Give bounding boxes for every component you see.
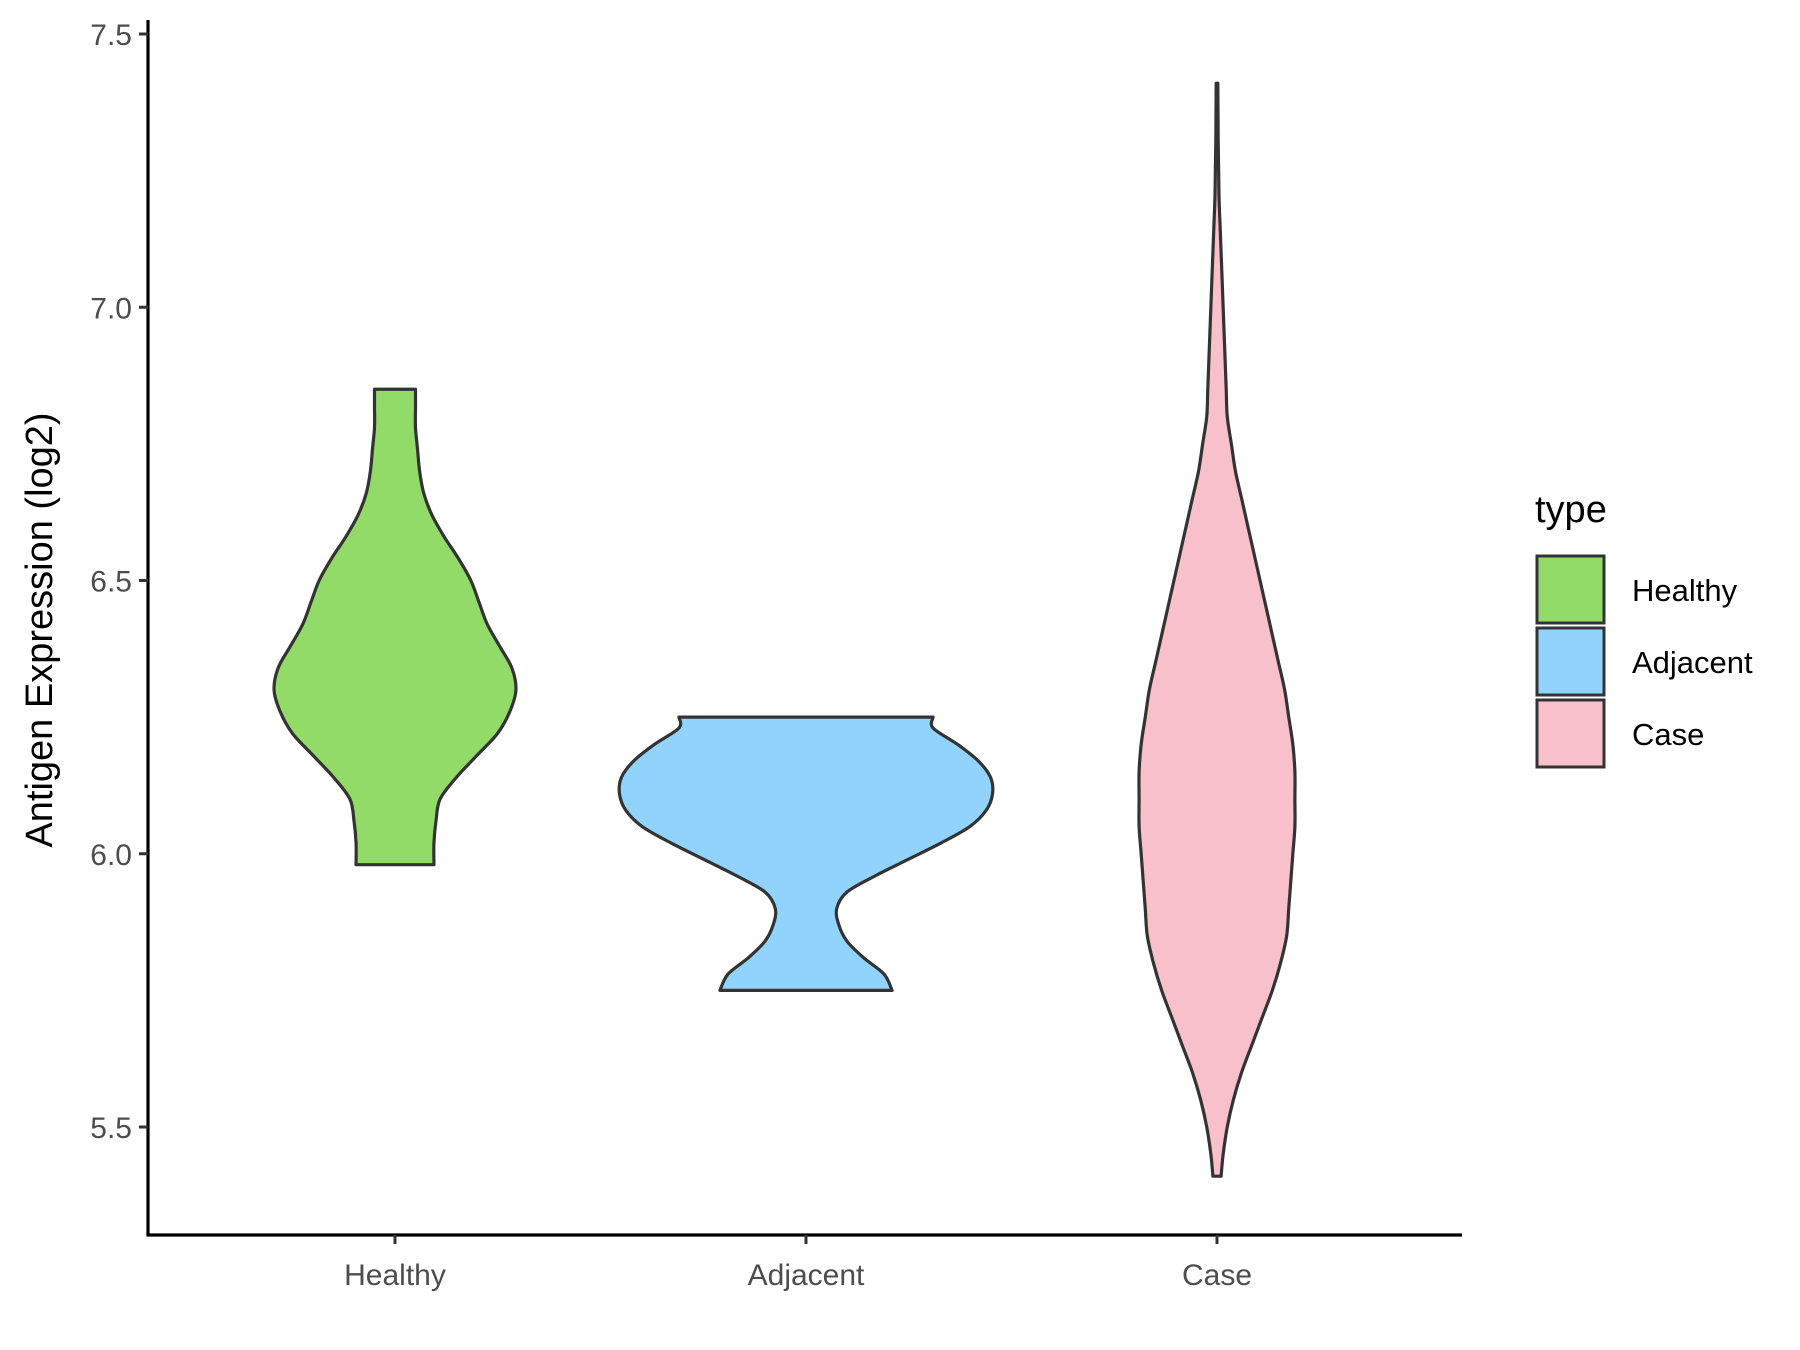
y-axis-title: Antigen Expression (log2) [19,412,61,847]
y-axis: 5.5 6.0 6.5 7.0 7.5 [90,19,150,1235]
violin-healthy [272,387,518,867]
y-tick-label: 6.0 [90,839,132,872]
x-tick-label: Adjacent [748,1259,865,1292]
legend-label-case: Case [1632,717,1704,752]
violins-layer [272,81,1297,1178]
legend-key-adjacent [1535,626,1606,697]
y-tick-label: 7.5 [90,19,132,52]
legend-key-case [1535,698,1606,769]
legend-title: type [1535,489,1607,531]
x-tick-label: Case [1182,1259,1252,1292]
y-tick-label: 5.5 [90,1112,132,1145]
x-tick-label: Healthy [344,1259,446,1292]
legend: type Healthy Adjacent Case [1535,489,1753,769]
violin-adjacent [617,715,995,992]
x-axis: Healthy Adjacent Case [146,1233,1462,1292]
y-tick-label: 7.0 [90,292,132,325]
legend-label-adjacent: Adjacent [1632,645,1753,680]
legend-label-healthy: Healthy [1632,573,1738,608]
violin-case [1137,81,1297,1178]
y-tick-label: 6.5 [90,566,132,599]
legend-key-healthy [1535,554,1606,625]
